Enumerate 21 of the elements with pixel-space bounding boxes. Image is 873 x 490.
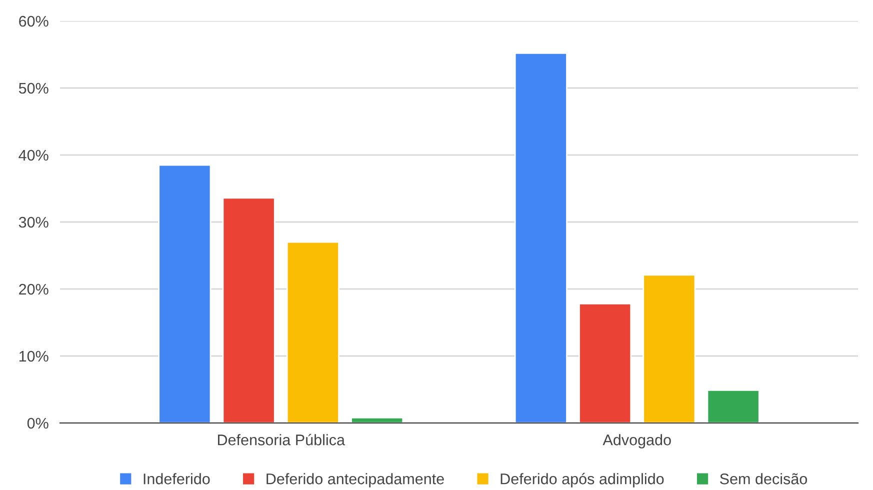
bar [514,52,568,423]
legend-label: Deferido após adimplido [500,472,664,488]
bar [286,241,340,423]
x-tick-label: Advogado [602,434,671,448]
y-tick-label: 20% [19,284,48,295]
bar [578,303,632,423]
bar [642,274,696,423]
y-tick-label: 30% [18,216,48,228]
bar [350,416,404,423]
legend-label: Sem decisão [720,473,808,484]
bar [158,164,212,423]
legend-label: Deferido antecipadamente [266,473,444,488]
y-tick-label: 60% [19,16,48,27]
bar [706,389,760,423]
bar [222,197,276,423]
y-tick-label: 10% [19,350,48,362]
y-tick-label: 0% [27,418,48,429]
legend-label: Indeferido [144,473,210,484]
y-tick-label: 40% [18,150,48,161]
y-tick-label: 50% [18,82,48,94]
x-tick-label: Defensoria Pública [218,434,345,446]
